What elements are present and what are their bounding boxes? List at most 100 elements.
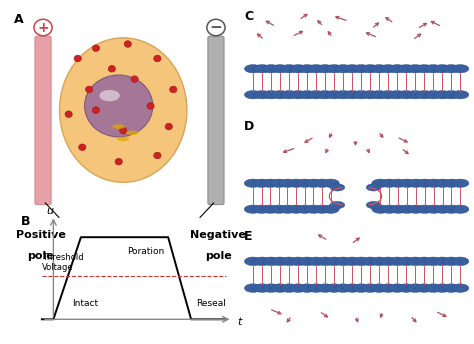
Circle shape <box>65 111 72 118</box>
Circle shape <box>296 205 313 213</box>
Circle shape <box>366 201 381 209</box>
Circle shape <box>398 257 415 266</box>
Circle shape <box>253 205 270 213</box>
Circle shape <box>366 184 381 191</box>
Circle shape <box>443 257 460 266</box>
Circle shape <box>371 90 388 99</box>
Circle shape <box>335 284 352 292</box>
Circle shape <box>272 284 289 292</box>
Circle shape <box>305 179 322 187</box>
Circle shape <box>115 158 122 165</box>
Circle shape <box>270 179 287 187</box>
Text: pole: pole <box>27 251 54 261</box>
Circle shape <box>305 205 322 213</box>
Circle shape <box>390 179 407 187</box>
Circle shape <box>389 65 406 73</box>
Ellipse shape <box>60 38 187 182</box>
FancyBboxPatch shape <box>35 36 51 205</box>
Circle shape <box>398 65 415 73</box>
Circle shape <box>390 205 407 213</box>
Circle shape <box>407 257 424 266</box>
Circle shape <box>425 179 442 187</box>
Circle shape <box>326 90 343 99</box>
Text: t: t <box>237 317 241 327</box>
Circle shape <box>443 179 460 187</box>
Circle shape <box>108 65 116 72</box>
Circle shape <box>92 107 100 114</box>
Circle shape <box>389 284 406 292</box>
Circle shape <box>245 284 262 292</box>
Circle shape <box>281 90 298 99</box>
Circle shape <box>443 90 460 99</box>
Circle shape <box>407 90 424 99</box>
Circle shape <box>371 65 388 73</box>
Circle shape <box>330 184 345 191</box>
Circle shape <box>380 90 397 99</box>
Circle shape <box>344 65 361 73</box>
Circle shape <box>263 257 280 266</box>
Circle shape <box>85 86 93 93</box>
Circle shape <box>362 90 379 99</box>
Circle shape <box>281 284 298 292</box>
Circle shape <box>147 103 154 109</box>
Circle shape <box>254 284 271 292</box>
Circle shape <box>281 65 298 73</box>
Circle shape <box>398 90 415 99</box>
Circle shape <box>434 179 451 187</box>
Circle shape <box>416 179 433 187</box>
Circle shape <box>34 19 52 36</box>
Circle shape <box>308 90 325 99</box>
Circle shape <box>317 90 334 99</box>
Circle shape <box>272 90 289 99</box>
Circle shape <box>344 257 361 266</box>
Text: Poration: Poration <box>127 247 164 256</box>
Circle shape <box>253 179 270 187</box>
Circle shape <box>434 65 451 73</box>
Circle shape <box>279 205 296 213</box>
Circle shape <box>407 179 425 187</box>
Ellipse shape <box>84 75 153 137</box>
Circle shape <box>296 179 313 187</box>
Circle shape <box>425 90 442 99</box>
Circle shape <box>279 179 296 187</box>
Circle shape <box>322 179 339 187</box>
Circle shape <box>371 257 388 266</box>
Circle shape <box>299 257 316 266</box>
Text: Intact: Intact <box>72 299 98 308</box>
Circle shape <box>452 65 469 73</box>
Circle shape <box>272 65 289 73</box>
Circle shape <box>290 90 307 99</box>
Circle shape <box>244 179 262 187</box>
Circle shape <box>263 90 280 99</box>
Circle shape <box>299 65 316 73</box>
Circle shape <box>353 284 370 292</box>
Circle shape <box>380 65 397 73</box>
Ellipse shape <box>126 130 138 135</box>
Circle shape <box>207 19 225 36</box>
Circle shape <box>380 257 397 266</box>
Circle shape <box>326 65 343 73</box>
Text: E: E <box>244 230 253 244</box>
Circle shape <box>317 284 334 292</box>
Circle shape <box>308 65 325 73</box>
Circle shape <box>335 65 352 73</box>
Circle shape <box>434 257 451 266</box>
Circle shape <box>372 179 389 187</box>
Circle shape <box>380 284 397 292</box>
Circle shape <box>317 65 334 73</box>
Circle shape <box>416 284 433 292</box>
Circle shape <box>262 205 279 213</box>
Circle shape <box>245 257 262 266</box>
Circle shape <box>362 284 379 292</box>
Circle shape <box>416 205 433 213</box>
Circle shape <box>262 179 279 187</box>
Circle shape <box>244 205 262 213</box>
Circle shape <box>452 205 469 213</box>
Circle shape <box>313 205 331 213</box>
Circle shape <box>425 205 442 213</box>
Text: −: − <box>210 20 222 35</box>
Circle shape <box>322 205 339 213</box>
Circle shape <box>299 90 316 99</box>
Circle shape <box>263 284 280 292</box>
Circle shape <box>124 41 131 47</box>
